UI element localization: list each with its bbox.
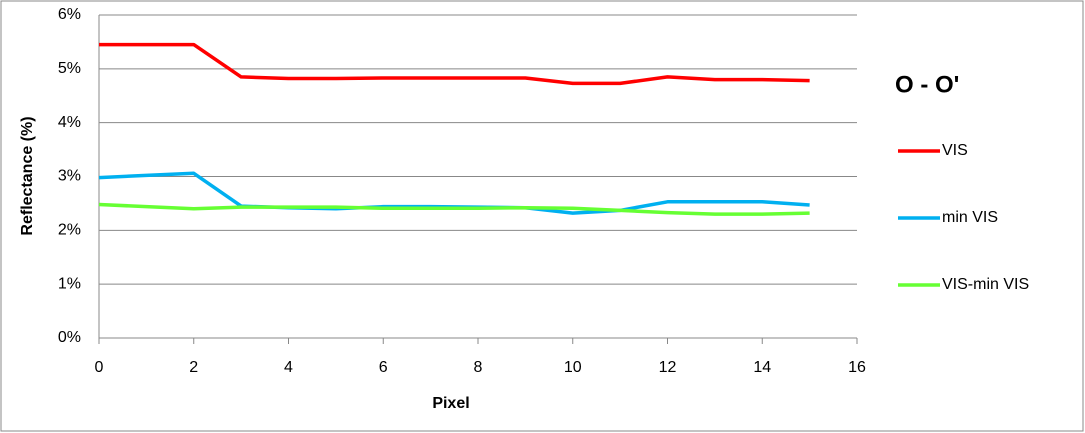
x-tick-label: 14: [753, 359, 771, 376]
y-tick-label: 0%: [58, 329, 81, 346]
y-tick-label: 6%: [58, 6, 81, 23]
y-tick-label: 5%: [58, 60, 81, 77]
x-tick-label: 12: [659, 359, 677, 376]
legend-label: VIS: [942, 142, 968, 159]
x-tick-label: 10: [564, 359, 582, 376]
x-tick-label: 8: [474, 359, 483, 376]
series-line: [98, 202, 810, 216]
series-line: [99, 42, 810, 86]
y-axis-label: Reflectance (%): [19, 116, 36, 235]
legend-label: VIS-min VIS: [942, 276, 1029, 293]
y-tick-label: 1%: [58, 275, 81, 292]
x-tick-label: 6: [379, 359, 388, 376]
legend-title: O - O': [895, 71, 959, 98]
x-tick-label: 16: [848, 359, 866, 376]
x-tick-label: 4: [284, 359, 293, 376]
legend-label: min VIS: [942, 209, 998, 226]
x-axis-label: Pixel: [432, 395, 469, 412]
y-tick-label: 3%: [58, 168, 81, 185]
y-tick-label: 2%: [58, 222, 81, 239]
y-tick-label: 4%: [58, 114, 81, 131]
x-tick-label: 2: [189, 359, 198, 376]
x-tick-label: 0: [95, 359, 104, 376]
